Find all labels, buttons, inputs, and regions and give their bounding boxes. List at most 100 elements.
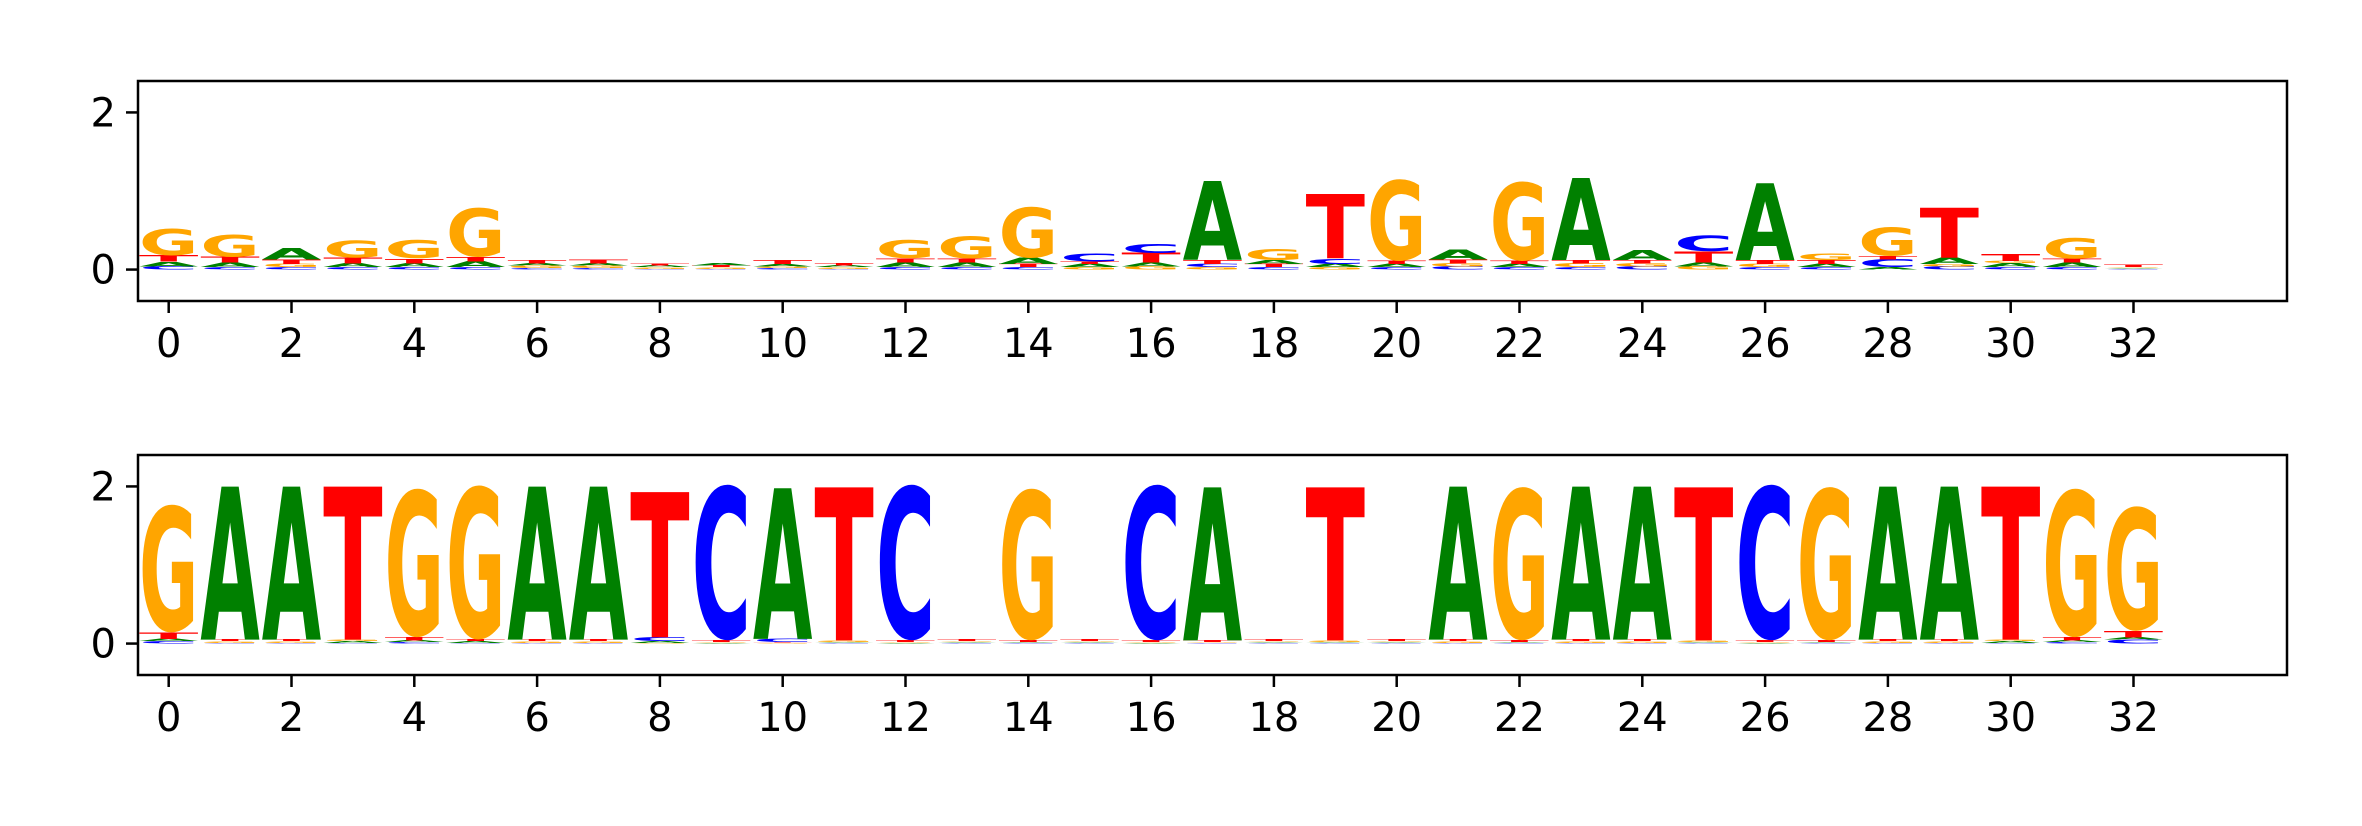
logo-letter-T: T <box>753 259 812 265</box>
logo-letter-G: G <box>1674 640 1733 642</box>
logo-letter-T: T <box>1183 259 1242 265</box>
logo-letter-C: C <box>1121 447 1180 687</box>
logo-letter-A: A <box>999 256 1058 266</box>
logo-letter-G: G <box>1183 642 1242 643</box>
logo-letter-T: T <box>446 256 505 264</box>
logo-letter-A: A <box>937 642 996 643</box>
logo-letter-A: A <box>2104 637 2163 641</box>
logo-letter-T: T <box>1797 259 1856 265</box>
logo-letter-T: T <box>262 639 321 642</box>
logo-letter-A: A <box>139 638 198 642</box>
logo-letter-A: A <box>630 641 689 643</box>
logo-letter-A: A <box>1244 259 1303 265</box>
logo-letter-A: A <box>1490 263 1549 268</box>
logo-letter-C: C <box>1367 643 1426 644</box>
logo-letter-A: A <box>385 262 444 268</box>
logo-letter-G: G <box>139 222 198 263</box>
logo-letter-G: G <box>323 236 382 263</box>
logo-letter-T: T <box>1490 640 1549 643</box>
logo-letter-C: C <box>385 267 444 271</box>
logo-letter-G: G <box>814 640 873 642</box>
logo-letter-G: G <box>1735 263 1794 268</box>
logo-letter-G: G <box>1674 266 1733 271</box>
x-tick-label: 22 <box>1494 695 1545 741</box>
logo-letter-C: C <box>1490 267 1549 271</box>
logo-letter-T: T <box>1121 250 1181 265</box>
logo-letter-T: T <box>1858 639 1917 642</box>
logo-letter-T: T <box>937 639 996 642</box>
logo-letter-C: C <box>1306 643 1365 644</box>
logo-letter-T: T <box>262 258 321 266</box>
logo-letter-C: C <box>1613 643 1672 644</box>
logo-letter-A: A <box>2042 261 2101 269</box>
logo-letter-A: A <box>1981 641 2040 643</box>
logo-letter-G: G <box>1920 263 1979 267</box>
logo-letter-T: T <box>1613 639 1672 642</box>
logo-letter-A: A <box>1858 446 1917 690</box>
x-tick-label: 4 <box>402 321 427 367</box>
logo-letter-T: T <box>1551 639 1610 642</box>
x-tick-label: 2 <box>279 695 304 741</box>
logo-letter-G: G <box>1306 267 1365 271</box>
logo-letter-C: C <box>1858 257 1917 269</box>
logo-letter-C: C <box>569 268 628 270</box>
logo-letter-C: C <box>1797 267 1856 271</box>
logo-letter-C: C <box>1920 643 1979 644</box>
logo-letter-T: T <box>1183 640 1242 643</box>
logo-letter-G: G <box>1060 641 1119 642</box>
logo-letter-G: G <box>200 230 259 264</box>
logo-letter-G: G <box>1183 267 1242 271</box>
x-tick-label: 18 <box>1248 695 1299 741</box>
logo-letter-A: A <box>446 641 505 643</box>
logo-letter-G: G <box>2104 267 2163 268</box>
logo-letter-G: G <box>1797 450 1856 686</box>
logo-letter-C: C <box>2042 642 2101 644</box>
logo-letter-A: A <box>937 261 996 269</box>
logo-letter-G: G <box>200 641 259 643</box>
x-tick-label: 6 <box>524 695 549 741</box>
x-tick-label: 4 <box>402 695 427 741</box>
logo-letter-A: A <box>1674 261 1733 267</box>
logo-letter-G: G <box>139 473 198 671</box>
logo-letter-G: G <box>1490 450 1549 686</box>
logo-letter-G: G <box>569 265 628 269</box>
logo-letter-T: T <box>139 631 198 641</box>
logo-letter-T: T <box>1367 260 1426 265</box>
logo-letter-G: G <box>1306 640 1365 642</box>
logo-letter-A: A <box>200 446 259 690</box>
logo-letter-G: G <box>507 265 566 269</box>
logo-letter-C: C <box>753 268 812 270</box>
logo-letter-A: A <box>630 265 689 267</box>
logo-letter-G: G <box>1244 641 1303 642</box>
logo-letter-T: T <box>814 263 873 267</box>
logo-letter-T: T <box>1735 640 1794 643</box>
logo-letter-T: T <box>1920 639 1979 642</box>
logo-letter-T: T <box>323 445 382 689</box>
logo-letter-A: A <box>1551 446 1610 690</box>
logo-letter-G: G <box>630 643 689 644</box>
logo-letter-A: A <box>323 641 382 643</box>
logo-letter-A: A <box>200 261 259 269</box>
x-tick-label: 6 <box>524 321 549 367</box>
logo-letter-G: G <box>1428 262 1487 267</box>
logo-letter-A: A <box>1613 446 1672 690</box>
logo-letter-G: G <box>1060 267 1119 271</box>
logo-letter-G: G <box>1613 641 1672 643</box>
logo-letter-A: A <box>139 260 198 268</box>
logo-letter-A: A <box>1428 247 1488 262</box>
